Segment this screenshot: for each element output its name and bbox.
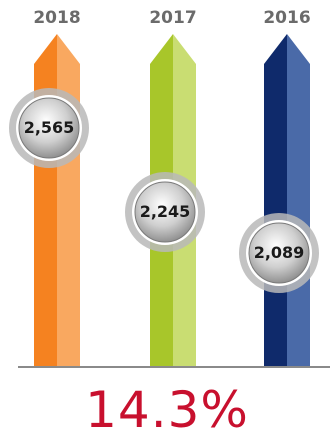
badge-chrome xyxy=(134,181,196,243)
value-label-2017: 2,245 xyxy=(139,202,191,222)
value-label-2016: 2,089 xyxy=(253,243,305,262)
year-label-2017: 2017 xyxy=(149,8,197,28)
value-badge-2018 xyxy=(9,88,89,168)
bar-2016-light xyxy=(287,34,310,366)
growth-percentage: 14.3% xyxy=(85,381,249,439)
badge-chrome xyxy=(248,222,310,284)
bar-2018-light xyxy=(57,34,80,366)
bar-2018-dark xyxy=(34,34,57,366)
badge-chrome xyxy=(18,97,80,159)
value-badge-2016 xyxy=(239,213,319,293)
value-badge-2017 xyxy=(125,172,205,253)
bar-2016-dark xyxy=(264,34,287,366)
year-label-2018: 2018 xyxy=(33,8,81,28)
year-label-2016: 2016 xyxy=(263,8,311,28)
value-label-2018: 2,565 xyxy=(23,118,75,137)
